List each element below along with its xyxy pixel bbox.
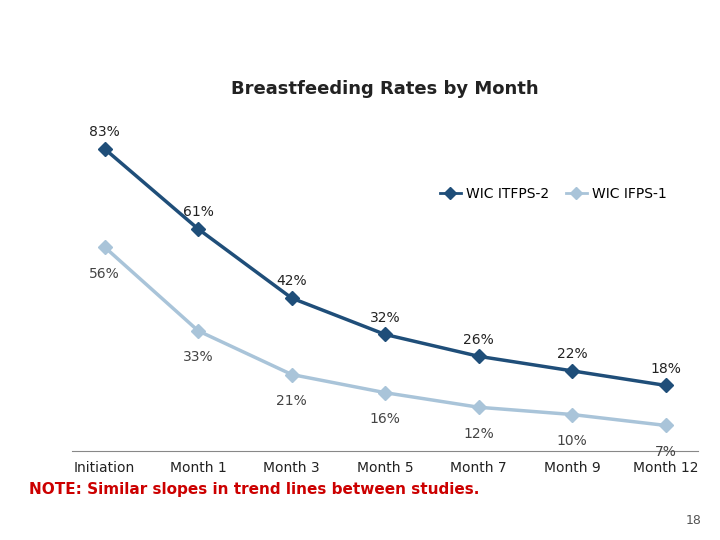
WIC ITFPS-2: [194, 226, 202, 232]
WIC ITFPS-2: [474, 353, 483, 360]
Legend: WIC ITFPS-2, WIC IFPS-1: WIC ITFPS-2, WIC IFPS-1: [434, 181, 672, 206]
Text: 42%: 42%: [276, 274, 307, 288]
Text: 12%: 12%: [463, 427, 494, 441]
Line: WIC ITFPS-2: WIC ITFPS-2: [100, 144, 670, 390]
Text: 32%: 32%: [370, 310, 400, 325]
WIC ITFPS-2: [568, 368, 577, 374]
WIC IFPS-1: [662, 422, 670, 429]
WIC IFPS-1: [194, 328, 202, 334]
Text: 83%: 83%: [89, 125, 120, 139]
Text: 61%: 61%: [183, 205, 214, 219]
Text: 10%: 10%: [557, 434, 588, 448]
Text: NOTE: Similar slopes in trend lines between studies.: NOTE: Similar slopes in trend lines betw…: [29, 482, 480, 497]
WIC ITFPS-2: [287, 295, 296, 301]
Text: 26%: 26%: [463, 333, 494, 347]
Title: Breastfeeding Rates by Month: Breastfeeding Rates by Month: [231, 80, 539, 98]
WIC ITFPS-2: [381, 331, 390, 338]
Text: 21%: 21%: [276, 394, 307, 408]
WIC IFPS-1: [381, 389, 390, 396]
Text: 16%: 16%: [370, 412, 400, 426]
Text: 22%: 22%: [557, 347, 588, 361]
WIC IFPS-1: [474, 404, 483, 410]
Text: 18: 18: [686, 515, 702, 528]
Text: 18%: 18%: [650, 362, 681, 376]
Line: WIC IFPS-1: WIC IFPS-1: [100, 242, 670, 430]
Text: Breastfeeding Rates Increased Since 1994: Breastfeeding Rates Increased Since 1994: [18, 35, 720, 69]
Text: 56%: 56%: [89, 267, 120, 281]
WIC IFPS-1: [100, 244, 109, 251]
WIC ITFPS-2: [100, 146, 109, 152]
Text: 33%: 33%: [183, 350, 214, 365]
WIC IFPS-1: [287, 372, 296, 378]
Text: 7%: 7%: [654, 445, 677, 459]
WIC IFPS-1: [568, 411, 577, 418]
WIC ITFPS-2: [662, 382, 670, 389]
